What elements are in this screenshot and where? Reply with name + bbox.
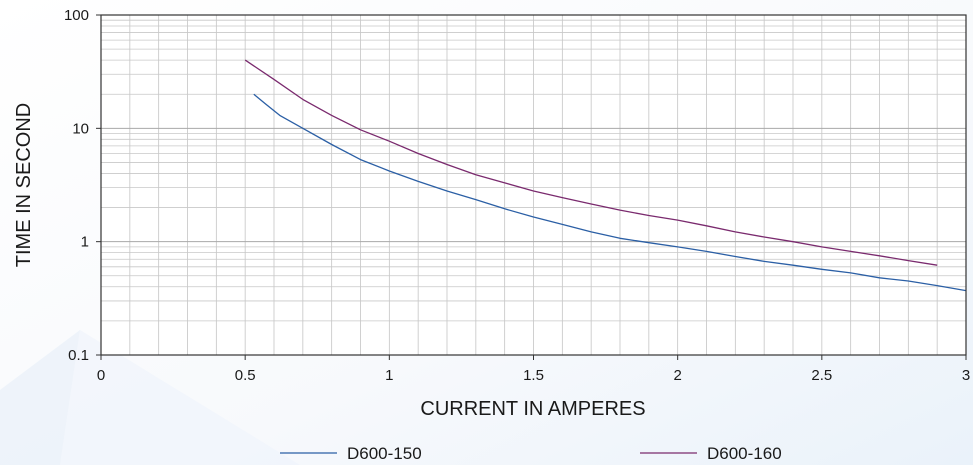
x-axis-title: CURRENT IN AMPERES [420, 398, 645, 420]
x-tick-label: 0.5 [235, 367, 256, 384]
x-tick-label: 2.5 [811, 367, 832, 384]
series-line-2 [244, 59, 938, 266]
x-tick-label: 0 [97, 367, 105, 384]
grid [101, 15, 966, 355]
y-axis-title: TIME IN SECOND [13, 103, 35, 267]
decorative-background-shape [60, 330, 300, 465]
y-tick-label: 10 [72, 120, 89, 137]
decorative-background-shape [0, 330, 80, 465]
legend-label: D600-160 [707, 444, 782, 463]
x-tick-label: 1 [385, 367, 393, 384]
y-tick-label: 100 [64, 7, 89, 24]
x-tick-label: 3 [962, 367, 970, 384]
legend-label: D600-150 [347, 444, 422, 463]
y-tick-label: 0.1 [68, 347, 89, 364]
y-axis-ticks: 0.1 1 10 100 [64, 7, 101, 364]
x-axis-ticks: 0 0.5 1 1.5 2 2.5 3 [97, 355, 970, 384]
series-line-1 [253, 93, 967, 292]
legend: D600-150 D600-160 [280, 444, 782, 463]
x-tick-label: 2 [673, 367, 681, 384]
series-lines [244, 59, 967, 292]
x-tick-label: 1.5 [523, 367, 544, 384]
y-tick-label: 1 [81, 234, 89, 251]
